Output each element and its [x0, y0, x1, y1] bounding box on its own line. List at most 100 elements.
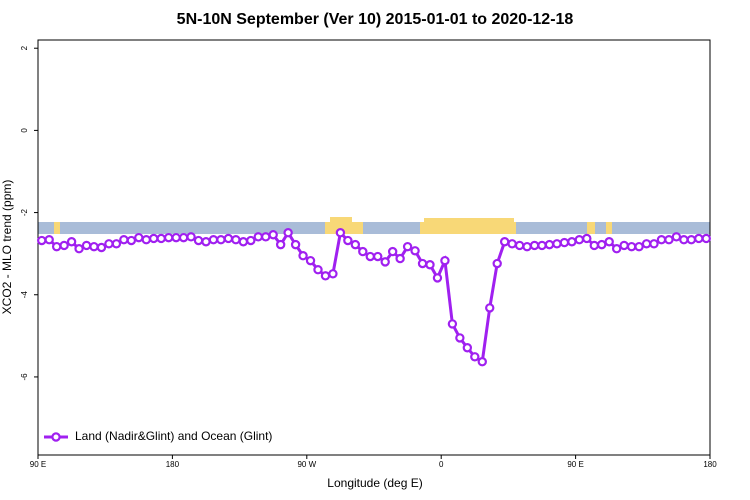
chart-title: 5N-10N September (Ver 10) 2015-01-01 to …: [177, 11, 574, 28]
point: [216, 234, 226, 245]
land-patch: [325, 222, 363, 234]
land-patch: [330, 217, 352, 222]
point: [574, 234, 585, 245]
x-tick-label: 180: [703, 460, 717, 469]
point: [395, 253, 405, 264]
point: [283, 228, 293, 238]
y-tick-label: 2: [20, 45, 29, 50]
point: [126, 235, 137, 246]
point: [694, 233, 704, 244]
series-line: [41, 229, 707, 365]
point: [134, 232, 144, 243]
point: [328, 269, 338, 279]
point: [567, 237, 577, 247]
point: [455, 333, 465, 343]
x-axis-label: Longitude (deg E): [327, 476, 422, 490]
point: [544, 239, 555, 250]
point: [679, 234, 689, 245]
point: [611, 244, 622, 254]
point: [671, 232, 682, 242]
map-strip: [38, 217, 710, 234]
point: [552, 239, 562, 249]
point: [514, 240, 525, 251]
point: [156, 233, 166, 244]
point: [208, 234, 219, 245]
point: [96, 242, 107, 253]
land-patch: [606, 222, 612, 234]
point: [507, 239, 517, 249]
point: [365, 251, 375, 262]
point: [186, 232, 196, 242]
point: [119, 234, 129, 245]
x-tick-label: 0: [439, 460, 444, 469]
point: [402, 241, 413, 252]
point: [193, 235, 204, 246]
y-tick-label: -2: [20, 208, 29, 216]
point: [231, 234, 241, 245]
point: [343, 235, 353, 246]
x-tick-label: 180: [166, 460, 180, 469]
point: [275, 239, 286, 250]
land-patch: [54, 222, 60, 234]
point: [373, 251, 383, 262]
point: [320, 271, 331, 281]
x-tick-label: 90 W: [297, 460, 316, 469]
point: [178, 232, 189, 243]
point: [268, 230, 278, 240]
point: [649, 239, 659, 249]
point: [485, 303, 495, 313]
land-patch: [587, 222, 595, 234]
point: [201, 237, 211, 247]
point: [238, 237, 249, 247]
point: [171, 232, 181, 243]
point: [492, 258, 502, 269]
ocean-band: [38, 222, 710, 234]
legend-label: Land (Nadir&Glint) and Ocean (Glint): [75, 429, 272, 443]
point: [529, 240, 540, 251]
point: [440, 255, 450, 266]
point: [89, 241, 99, 252]
point: [51, 241, 62, 252]
point: [537, 240, 547, 251]
legend-marker: [51, 432, 61, 442]
point: [604, 237, 614, 247]
point: [641, 239, 652, 249]
point: [313, 264, 323, 275]
point: [298, 251, 308, 261]
point: [335, 228, 346, 238]
point: [358, 246, 368, 257]
point: [387, 246, 398, 257]
y-axis-label: XCO2 - MLO trend (ppm): [0, 180, 14, 315]
point: [559, 237, 570, 248]
point: [163, 232, 174, 243]
point: [522, 241, 532, 252]
point: [66, 237, 77, 247]
x-tick-label: 90 E: [567, 460, 583, 469]
point: [656, 234, 667, 245]
point: [81, 240, 92, 251]
point: [499, 237, 510, 247]
land-patch: [420, 222, 516, 234]
point: [589, 240, 599, 251]
point: [626, 241, 637, 252]
point: [290, 239, 301, 250]
point: [149, 233, 159, 244]
point: [253, 232, 263, 242]
point: [417, 258, 428, 269]
point: [701, 233, 711, 244]
y-tick-label: -6: [20, 373, 29, 381]
x-tick-label: 90 E: [30, 460, 46, 469]
point: [141, 234, 151, 245]
y-tick-label: 0: [20, 128, 29, 133]
point: [305, 255, 316, 266]
point: [246, 235, 256, 246]
y-tick-label: -4: [20, 291, 29, 299]
point: [223, 233, 234, 244]
point: [432, 273, 443, 283]
point: [380, 257, 390, 267]
point: [261, 232, 271, 242]
point: [350, 239, 361, 250]
point: [619, 240, 629, 251]
